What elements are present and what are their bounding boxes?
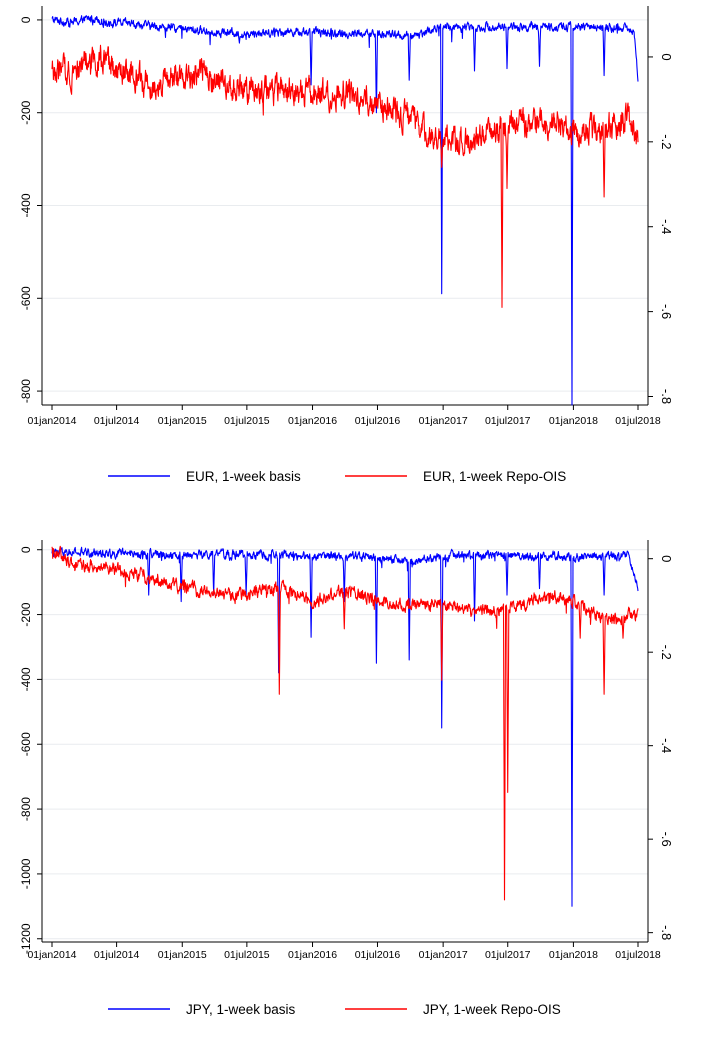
basis-series-line [51, 546, 639, 907]
right-tick-label: -.4 [659, 219, 674, 234]
left-tick-label: -1000 [19, 858, 33, 889]
left-tick-label: -200 [19, 100, 33, 124]
legend-label: JPY, 1-week basis [186, 1002, 296, 1017]
legend-label: EUR, 1-week basis [186, 469, 301, 484]
x-tick-label: 01jan2014 [27, 415, 76, 427]
eur-chart: 0 -200 -400 -600 -800 0 -.2 -.4 -.6 -.8 01jan2014 0… [19, 6, 674, 484]
right-tick-label: -.2 [659, 645, 674, 660]
x-tick-label: 01jan2018 [549, 415, 598, 427]
right-tick-label: -.8 [659, 389, 674, 404]
left-tick-label: -1200 [19, 923, 33, 954]
left-tick-label: 0 [19, 16, 33, 23]
legend-label: EUR, 1-week Repo-OIS [423, 469, 566, 484]
left-tick-label: -200 [19, 602, 33, 626]
jpy-chart: 0 -200 -400 -600 -800 -1000 -1200 0 -.2 -.4 -.6 -.8… [19, 540, 674, 1017]
x-tick-label: 01jan2015 [158, 415, 207, 427]
x-tick-label: 01jul2017 [485, 415, 531, 427]
x-tick-label: 01jan2017 [419, 949, 468, 961]
left-tick-label: -600 [19, 732, 33, 756]
left-tick-label: -400 [19, 193, 33, 217]
x-tick-label: 01jan2014 [27, 949, 76, 961]
x-tick-label: 01jan2015 [158, 949, 207, 961]
x-tick-label: 01jul2016 [355, 415, 401, 427]
left-tick-label: -800 [19, 797, 33, 821]
x-tick-label: 01jul2018 [615, 949, 661, 961]
basis-series-line [51, 15, 639, 406]
x-tick-label: 01jan2017 [419, 415, 468, 427]
right-tick-label: 0 [659, 555, 674, 562]
x-tick-label: 01jan2018 [549, 949, 598, 961]
x-tick-label: 01jul2016 [355, 949, 401, 961]
right-tick-label: -.2 [659, 134, 674, 149]
right-tick-label: -.6 [659, 304, 674, 319]
repo-ois-series-line [51, 545, 639, 901]
x-tick-label: 01jan2016 [288, 949, 337, 961]
x-tick-label: 01jul2018 [615, 415, 661, 427]
left-tick-label: -800 [19, 379, 33, 403]
left-tick-label: -600 [19, 286, 33, 310]
right-tick-label: -.8 [659, 925, 674, 940]
x-tick-label: 01jan2016 [288, 415, 337, 427]
left-tick-label: 0 [19, 546, 33, 553]
right-tick-label: -.6 [659, 832, 674, 847]
x-tick-label: 01jul2014 [94, 949, 140, 961]
repo-ois-series-line [51, 44, 639, 308]
x-tick-label: 01jul2015 [224, 415, 270, 427]
x-tick-label: 01jul2017 [485, 949, 531, 961]
legend-label: JPY, 1-week Repo-OIS [423, 1002, 561, 1017]
x-tick-label: 01jul2015 [224, 949, 270, 961]
right-tick-label: -.4 [659, 738, 674, 753]
right-tick-label: 0 [659, 53, 674, 60]
x-tick-label: 01jul2014 [94, 415, 140, 427]
left-tick-label: -400 [19, 667, 33, 691]
